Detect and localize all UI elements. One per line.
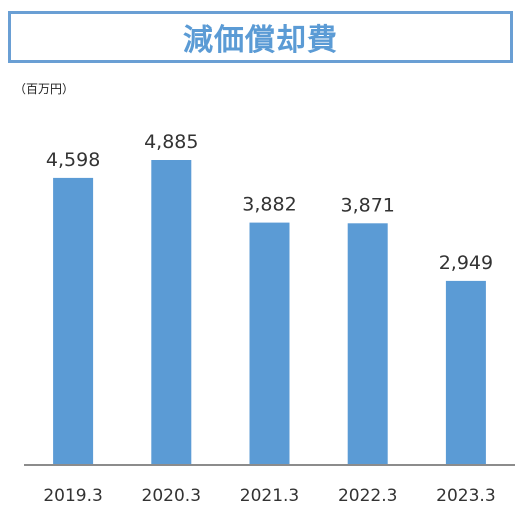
x-tick-label-2021.3: 2021.3 <box>240 486 299 506</box>
bar-2023.3 <box>445 280 486 465</box>
bar-2020.3 <box>151 160 192 465</box>
x-tick-label-2019.3: 2019.3 <box>43 486 102 506</box>
value-label-2023.3: 2,949 <box>439 252 493 274</box>
value-label-2020.3: 4,885 <box>144 131 198 153</box>
x-tick-label-2020.3: 2020.3 <box>142 486 201 506</box>
chart-title: 減価償却費 <box>183 23 338 58</box>
value-label-2021.3: 3,882 <box>242 194 296 216</box>
value-label-2019.3: 4,598 <box>46 149 100 171</box>
value-labels-group: 4,598 4,885 3,882 3,871 2,949 <box>46 131 493 274</box>
bar-2022.3 <box>347 223 388 465</box>
tick-labels-group: 2019.3 2020.3 2021.3 2022.3 2023.3 <box>43 486 495 506</box>
x-tick-label-2023.3: 2023.3 <box>436 486 495 506</box>
bars-group <box>53 160 486 465</box>
x-tick-label-2022.3: 2022.3 <box>338 486 397 506</box>
value-label-2022.3: 3,871 <box>340 194 394 216</box>
unit-label: （百万円） <box>14 82 75 96</box>
bar-2021.3 <box>249 222 290 465</box>
title-box: 減価償却費 <box>8 11 513 63</box>
bar-2019.3 <box>53 177 94 465</box>
